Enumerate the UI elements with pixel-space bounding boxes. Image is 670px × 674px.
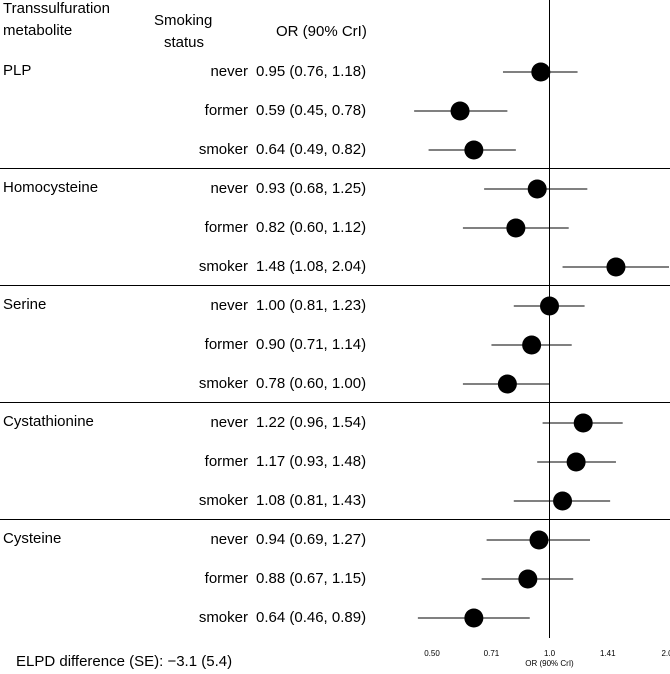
or-point [606, 257, 626, 277]
smoking-status-label: smoker [198, 375, 248, 392]
smoking-status-label: never [210, 297, 248, 314]
or-ci-label: 0.64 (0.49, 0.82) [256, 141, 367, 158]
or-point [497, 374, 517, 394]
header-status-line1: Smoking [154, 12, 213, 29]
group-separator [0, 285, 670, 286]
smoking-status-label: former [204, 570, 248, 587]
or-ci-label: 0.82 (0.60, 1.12) [256, 219, 367, 236]
or-point [450, 101, 470, 121]
smoking-status-label: never [210, 531, 248, 548]
or-ci-label: 0.90 (0.71, 1.14) [256, 336, 367, 353]
smoking-status-label: smoker [198, 258, 248, 275]
header-status: Smoking status [154, 10, 212, 54]
header-metabolite: Transsulfuration metabolite [3, 0, 110, 42]
or-point [506, 218, 526, 238]
smoking-status-label: smoker [198, 609, 248, 626]
or-ci-label: 1.17 (0.93, 1.48) [256, 453, 367, 470]
x-tick-label: 1.41 [600, 649, 616, 658]
or-ci-label: 0.93 (0.68, 1.25) [256, 180, 367, 197]
metabolite-label: PLP [3, 62, 32, 79]
group-separator [0, 519, 670, 520]
x-tick-label: 0.71 [484, 649, 500, 658]
header-metabolite-line2: metabolite [3, 22, 73, 39]
metabolite-label: Cystathionine [3, 413, 94, 430]
smoking-status-label: former [204, 219, 248, 236]
x-tick-label: 2.0 [661, 649, 670, 658]
or-point [464, 608, 484, 628]
or-point [518, 569, 538, 589]
smoking-status-label: never [210, 414, 248, 431]
x-axis-title: OR (90% CrI) [525, 659, 574, 668]
or-point [464, 140, 484, 160]
smoking-status-label: never [210, 63, 248, 80]
header-metabolite-line1: Transsulfuration [3, 0, 110, 17]
metabolite-label: Serine [3, 296, 47, 313]
or-point [553, 491, 573, 511]
or-ci-label: 0.78 (0.60, 1.00) [256, 375, 367, 392]
smoking-status-label: former [204, 102, 248, 119]
or-ci-label: 0.64 (0.46, 0.89) [256, 609, 367, 626]
metabolite-label: Cysteine [3, 530, 62, 547]
or-point [566, 452, 586, 472]
or-point [573, 413, 593, 433]
header-status-line2: status [164, 34, 205, 51]
group-separator [0, 402, 670, 403]
smoking-status-label: smoker [198, 141, 248, 158]
elpd-footer: ELPD difference (SE): −3.1 (5.4) [16, 653, 233, 670]
or-point [529, 530, 549, 550]
smoking-status-label: smoker [198, 492, 248, 509]
or-ci-label: 0.95 (0.76, 1.18) [256, 63, 367, 80]
header-or: OR (90% CrI) [276, 23, 367, 40]
group-separator [0, 168, 670, 169]
or-point [522, 335, 542, 355]
or-ci-label: 1.48 (1.08, 2.04) [256, 258, 367, 275]
or-ci-label: 1.08 (0.81, 1.43) [256, 492, 367, 509]
or-ci-label: 0.88 (0.67, 1.15) [256, 570, 367, 587]
or-ci-label: 0.94 (0.69, 1.27) [256, 531, 367, 548]
or-ci-label: 1.00 (0.81, 1.23) [256, 297, 367, 314]
x-tick-label: 0.50 [424, 649, 440, 658]
or-point [531, 62, 551, 82]
smoking-status-label: former [204, 453, 248, 470]
metabolite-label: Homocysteine [3, 179, 99, 196]
x-tick-label: 1.0 [544, 649, 556, 658]
or-ci-label: 1.22 (0.96, 1.54) [256, 414, 367, 431]
smoking-status-label: never [210, 180, 248, 197]
or-ci-label: 0.59 (0.45, 0.78) [256, 102, 367, 119]
or-point [527, 179, 547, 199]
smoking-status-label: former [204, 336, 248, 353]
